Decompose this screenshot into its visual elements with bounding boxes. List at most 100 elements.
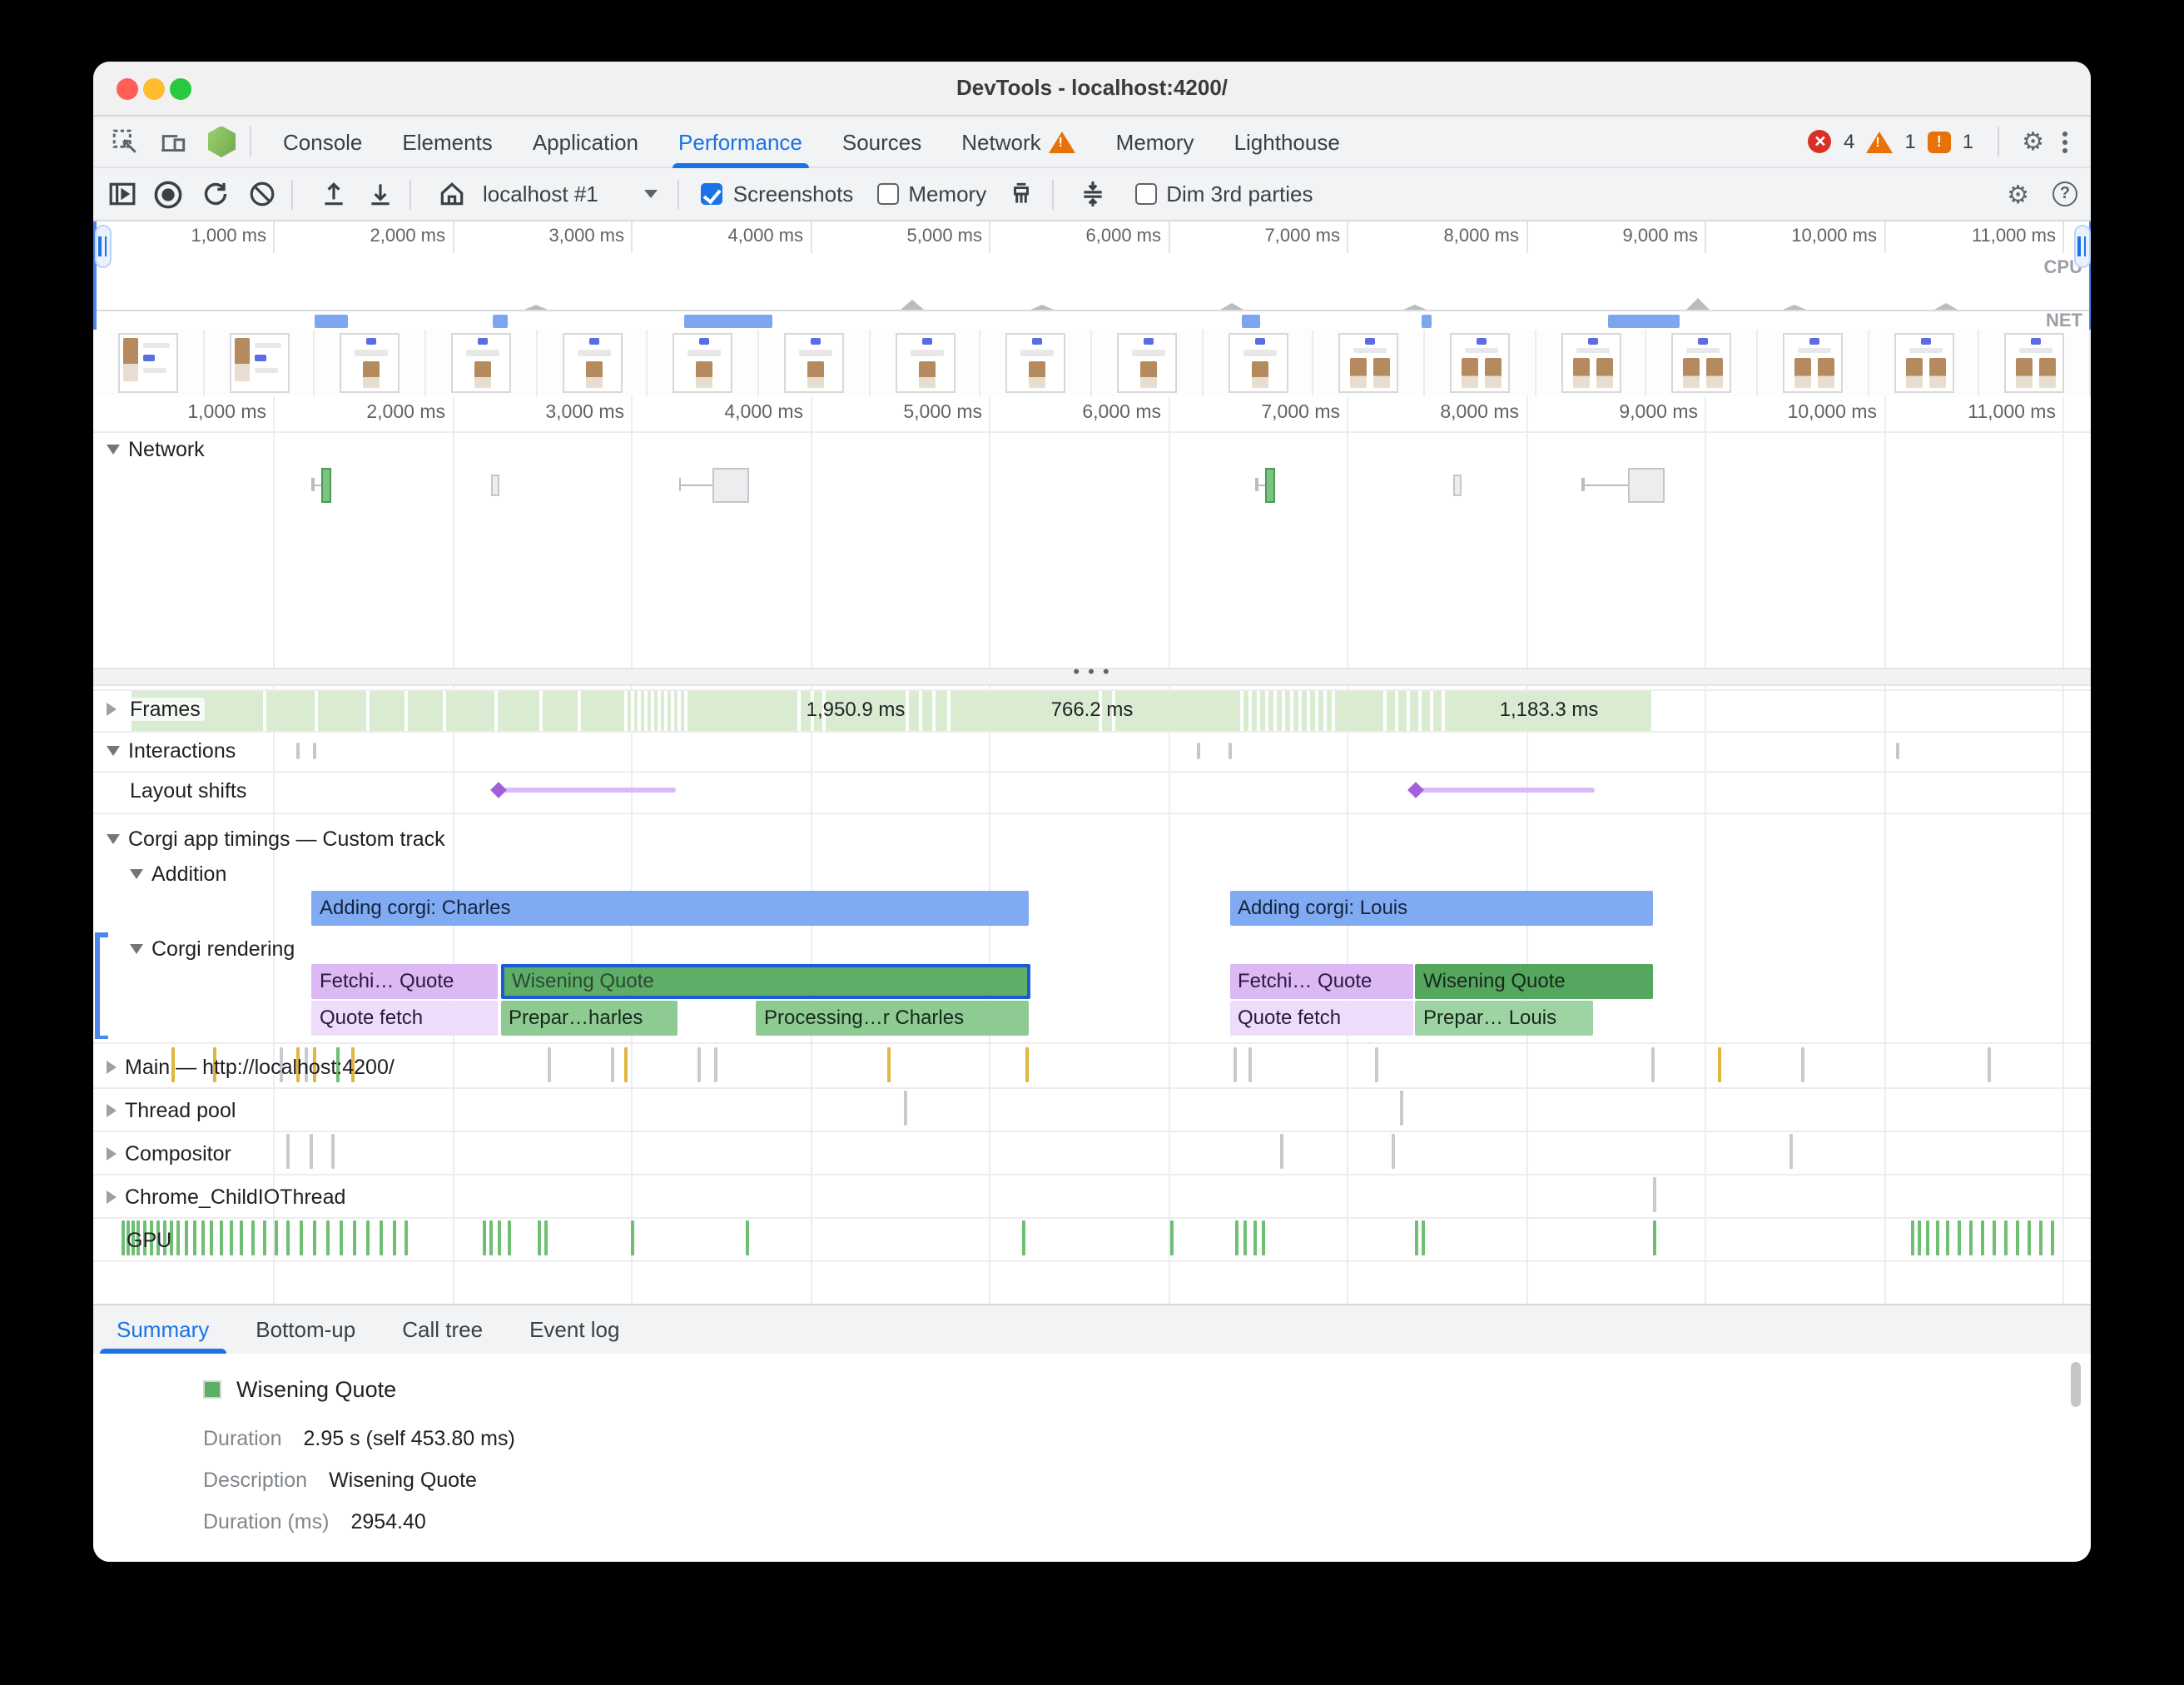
screenshots-checkbox[interactable]: Screenshots [701, 181, 853, 206]
help-icon[interactable]: ? [2052, 181, 2077, 206]
filmstrip-cell[interactable] [648, 329, 759, 395]
flame-bar-fetchi-quote[interactable]: Fetchi… Quote [311, 963, 498, 998]
page-screenshot-thumbnail[interactable] [783, 332, 844, 392]
flame-bar-prepar-harles[interactable]: Prepar…harles [500, 1001, 677, 1036]
filmstrip-cell[interactable] [1313, 329, 1425, 395]
details-tab-call-tree[interactable]: Call tree [402, 1316, 484, 1341]
track-layout-shifts[interactable]: Layout shifts [130, 778, 246, 804]
filmstrip-cell[interactable] [1757, 329, 1869, 395]
page-screenshot-thumbnail[interactable] [229, 332, 290, 392]
filmstrip-cell[interactable] [758, 329, 871, 395]
filmstrip-cell[interactable] [1646, 329, 1758, 395]
flame-bar-adding-corgi-charles[interactable]: Adding corgi: Charles [311, 891, 1029, 926]
filmstrip-cell[interactable] [1424, 329, 1536, 395]
warning-count[interactable]: 1 [1904, 130, 1916, 153]
flame-bar-wisening-quote[interactable]: Wisening Quote [1415, 963, 1653, 998]
layout-shift-duration-line[interactable] [499, 787, 675, 793]
page-screenshot-thumbnail[interactable] [1671, 332, 1732, 392]
expand-arrow-icon[interactable] [107, 1103, 117, 1116]
error-badge-icon[interactable]: ✕ [1808, 130, 1832, 153]
close-window-button[interactable] [117, 78, 138, 100]
settings-gear-icon[interactable]: ⚙ [2022, 128, 2044, 157]
track-chrome-childiothread[interactable]: Chrome_ChildIOThread [107, 1183, 345, 1210]
group-addition[interactable]: Addition [130, 861, 226, 887]
panel-settings-gear-icon[interactable]: ⚙ [2007, 181, 2029, 209]
inspect-element-icon[interactable] [108, 125, 141, 158]
filmstrip-cell[interactable] [537, 329, 648, 395]
details-tab-bottom-up[interactable]: Bottom-up [256, 1316, 356, 1341]
collapse-arrow-icon[interactable] [107, 445, 120, 455]
layout-shift-duration-line[interactable] [1415, 787, 1595, 793]
filmstrip-cell[interactable] [425, 329, 538, 395]
download-profile-icon[interactable] [361, 176, 398, 212]
track-frames[interactable]: Frames [107, 696, 206, 723]
error-count[interactable]: 4 [1843, 130, 1855, 153]
dim-3rd-parties-checkbox[interactable]: Dim 3rd parties [1134, 181, 1313, 206]
range-left-handle[interactable] [94, 225, 111, 268]
reload-record-icon[interactable] [196, 176, 233, 212]
page-screenshot-thumbnail[interactable] [1449, 332, 1510, 392]
network-request-bar[interactable] [321, 468, 331, 503]
flame-chart-canvas[interactable]: Network • • • 1,950.9 ms 766.2 ms 1,183.3 ms… [93, 433, 2091, 1303]
minimize-window-button[interactable] [143, 78, 165, 100]
tab-elements[interactable]: Elements [402, 129, 493, 154]
network-request-bar[interactable] [1452, 475, 1461, 496]
flame-bar-processing-r-charles[interactable]: Processing…r Charles [756, 1001, 1029, 1036]
expand-arrow-icon[interactable] [107, 1146, 117, 1160]
flame-bar-quote-fetch[interactable]: Quote fetch [311, 1001, 498, 1036]
track-gpu[interactable]: GPU [127, 1226, 171, 1253]
collapse-arrow-icon[interactable] [107, 746, 120, 756]
tab-memory[interactable]: Memory [1115, 129, 1194, 154]
track-main-http-localhost-4200[interactable]: Main — http://localhost:4200/ [107, 1053, 395, 1080]
expand-arrow-icon[interactable] [107, 1060, 117, 1073]
network-request-bar[interactable] [1265, 468, 1275, 503]
filmstrip-cell[interactable] [1869, 329, 1980, 395]
tab-sources[interactable]: Sources [841, 129, 922, 154]
filmstrip-cell[interactable] [204, 329, 315, 395]
track-network[interactable]: Network [107, 436, 205, 463]
filmstrip-cell[interactable] [980, 329, 1092, 395]
group-corgi-rendering[interactable]: Corgi rendering [130, 936, 295, 962]
more-options-icon[interactable] [2056, 131, 2074, 152]
flame-bar-wisening-quote[interactable]: Wisening Quote [500, 963, 1030, 998]
issues-badge-icon[interactable]: ! [1927, 131, 1951, 152]
page-screenshot-thumbnail[interactable] [1782, 332, 1843, 392]
page-screenshot-thumbnail[interactable] [1005, 332, 1066, 392]
track-corgi-app-timings[interactable]: Corgi app timings — Custom track [107, 826, 445, 852]
details-tab-event-log[interactable]: Event log [529, 1316, 620, 1341]
page-screenshot-thumbnail[interactable] [1561, 332, 1621, 392]
page-screenshot-thumbnail[interactable] [1116, 332, 1177, 392]
tab-performance[interactable]: Performance [658, 116, 822, 167]
page-screenshot-thumbnail[interactable] [340, 332, 400, 392]
network-request-bar[interactable] [491, 475, 499, 496]
layout-shift-diamond[interactable] [490, 781, 507, 798]
track-compositor[interactable]: Compositor [107, 1140, 231, 1166]
page-screenshot-thumbnail[interactable] [1228, 332, 1288, 392]
collapse-arrow-icon[interactable] [130, 869, 143, 879]
expand-arrow-icon[interactable] [107, 1190, 117, 1203]
filmstrip-cell[interactable] [315, 329, 426, 395]
collapse-arrow-icon[interactable] [107, 834, 120, 844]
page-screenshot-thumbnail[interactable] [1338, 332, 1399, 392]
page-screenshot-thumbnail[interactable] [895, 332, 956, 392]
device-toolbar-icon[interactable] [156, 125, 190, 158]
track-splitter-handle[interactable]: • • • [93, 664, 2091, 686]
filmstrip-cell[interactable] [93, 329, 205, 395]
network-request-bar[interactable] [712, 468, 749, 503]
history-select[interactable]: localhost #1 [483, 181, 658, 206]
page-screenshot-thumbnail[interactable] [450, 332, 511, 392]
tab-network[interactable]: Network [941, 116, 1095, 167]
expand-arrow-icon[interactable] [107, 703, 117, 716]
nodejs-icon[interactable] [205, 125, 238, 158]
page-screenshot-thumbnail[interactable] [562, 332, 623, 392]
filmstrip-cell[interactable] [1979, 329, 2091, 395]
filmstrip-cell[interactable] [1536, 329, 1647, 395]
memory-checkbox[interactable]: Memory [876, 181, 986, 206]
home-icon[interactable] [433, 176, 469, 212]
record-icon[interactable] [150, 176, 186, 212]
flame-bar-prepar-louis[interactable]: Prepar… Louis [1415, 1001, 1593, 1036]
track-thread-pool[interactable]: Thread pool [107, 1096, 236, 1123]
page-screenshot-thumbnail[interactable] [118, 332, 178, 392]
tab-lighthouse[interactable]: Lighthouse [1233, 129, 1340, 154]
layout-shift-diamond[interactable] [1407, 781, 1423, 798]
